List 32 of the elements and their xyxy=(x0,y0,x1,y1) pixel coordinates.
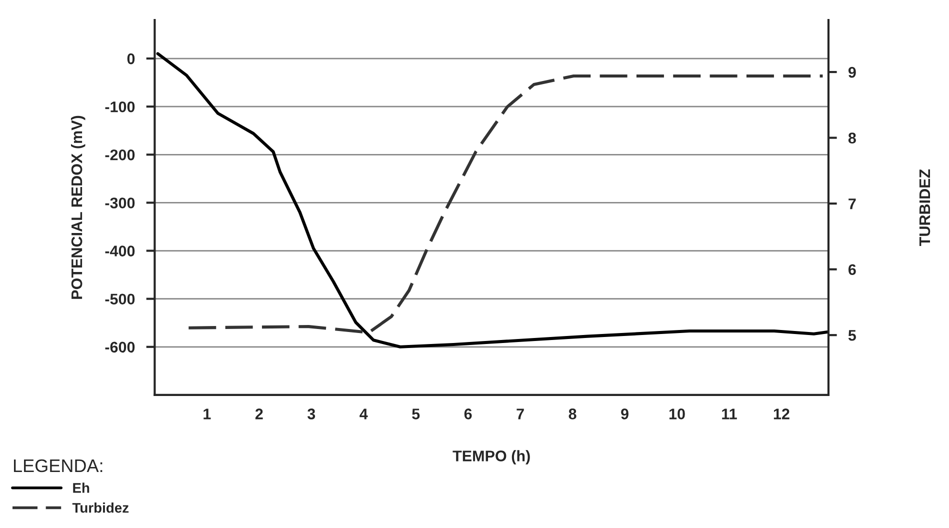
x-tick-label: 6 xyxy=(464,408,472,420)
x-tick-label: 12 xyxy=(774,408,790,420)
y-tick-label: -600 xyxy=(105,342,135,353)
y2-tick-label: 6 xyxy=(848,264,856,276)
x-tick-label: 5 xyxy=(412,408,420,420)
y-axis-title: POTENCIAL REDOX (mV) xyxy=(70,116,86,299)
y2-axis-title: TURBIDEZ xyxy=(919,169,930,246)
x-tick-label: 3 xyxy=(307,408,316,420)
y2-tick-label: 9 xyxy=(848,66,856,78)
x-tick-label: 2 xyxy=(255,408,263,420)
y2-tick-label: 8 xyxy=(848,132,856,144)
y-tick-label: -400 xyxy=(105,246,135,256)
y-tick-label: 0 xyxy=(127,53,135,64)
y-tick-label: -500 xyxy=(105,294,135,305)
y2-tick-label: 5 xyxy=(848,330,856,341)
y-tick-label: -300 xyxy=(105,198,135,208)
x-tick-label: 11 xyxy=(722,408,737,420)
x-tick-label: 9 xyxy=(621,408,628,420)
x-tick-label: 1 xyxy=(204,408,211,420)
line-series xyxy=(156,52,828,348)
x-tick-label: 7 xyxy=(516,408,524,420)
legend-label: Turbidez xyxy=(72,502,129,513)
y2-tick-label: 7 xyxy=(848,198,856,210)
x-tick-label: 4 xyxy=(360,408,368,420)
line-series xyxy=(187,74,824,334)
x-tick-label: 8 xyxy=(568,408,576,420)
x-tick-label: 10 xyxy=(669,408,685,420)
x-axis-title: TEMPO (h) xyxy=(452,450,530,464)
y-tick-label: -100 xyxy=(105,101,135,112)
y-tick-label: -200 xyxy=(105,150,135,160)
legend-title: LEGENDA: xyxy=(14,459,102,472)
legend-label: Eh xyxy=(73,482,90,493)
